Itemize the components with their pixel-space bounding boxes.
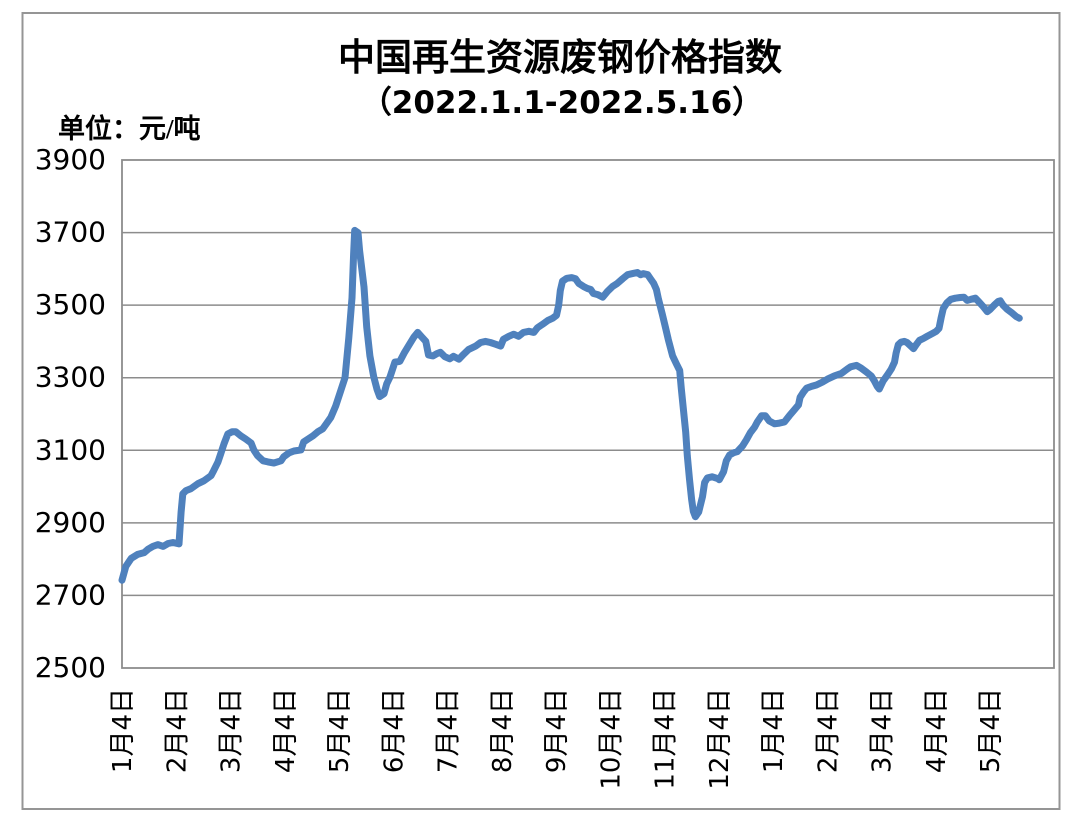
y-axis-label: 3100 [35,433,106,466]
x-axis-label: 4月4日 [271,688,301,773]
unit-label: 单位：元/吨 [58,113,201,144]
x-axis-label: 1月4日 [108,688,138,773]
x-axis-label: 5月4日 [976,688,1006,773]
x-axis-label: 10月4日 [596,688,626,790]
y-axis-label: 3300 [35,361,106,394]
x-axis-label: 5月4日 [325,688,355,773]
x-axis-label: 4月4日 [922,688,952,773]
y-axis-label: 3900 [35,143,106,176]
x-axis-label: 6月4日 [379,688,409,773]
plot-border [121,159,1055,669]
x-axis-label: 11月4日 [651,688,681,790]
chart-outer-border [21,12,1061,810]
y-axis-label: 3500 [35,288,106,321]
y-axis-label: 2700 [35,578,106,611]
x-axis-label: 3月4日 [217,688,247,773]
price-line [118,226,1023,584]
x-axis-label: 3月4日 [868,688,898,773]
chart-title: 中国再生资源废钢价格指数 [338,37,782,79]
y-axis-label: 3700 [35,216,106,249]
chart-subtitle: （2022.1.1-2022.5.16） [361,85,763,121]
y-axis-label: 2900 [35,506,106,539]
x-axis-label: 2月4日 [162,688,192,773]
x-axis-label: 8月4日 [488,688,518,773]
x-axis-label: 2月4日 [813,688,843,773]
x-axis-label: 12月4日 [705,688,735,790]
y-axis-label: 2500 [35,651,106,684]
x-axis-label: 9月4日 [542,688,572,773]
x-axis-label: 7月4日 [434,688,464,773]
x-axis-label: 1月4日 [759,688,789,773]
